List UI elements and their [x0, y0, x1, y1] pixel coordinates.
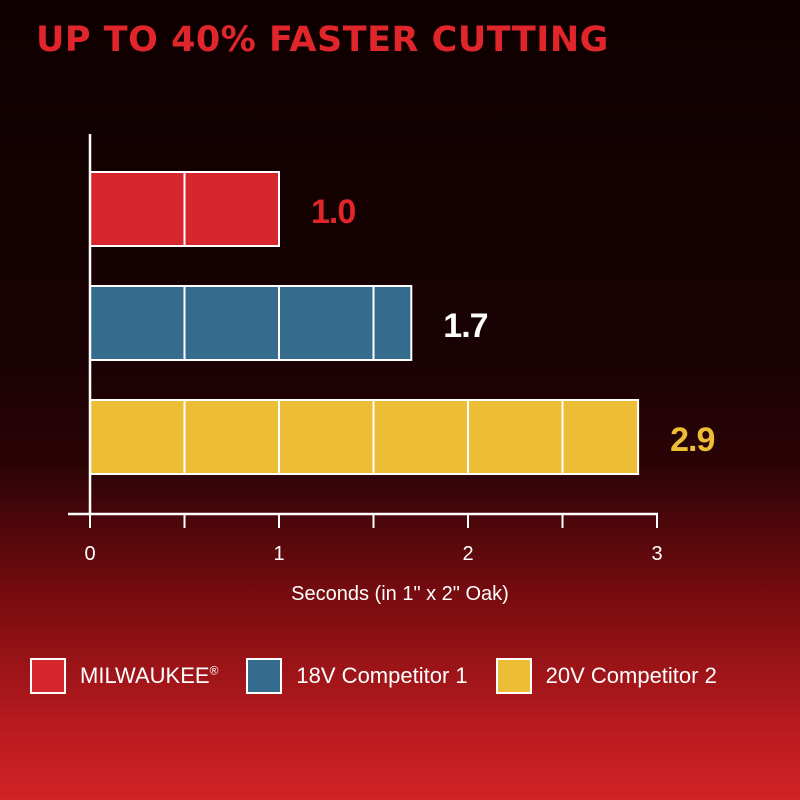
- x-tick-label: 3: [651, 543, 662, 565]
- legend-item-competitor-2: 20V Competitor 2: [495, 658, 717, 694]
- chart-title: UP TO 40% FASTER CUTTING: [36, 20, 609, 60]
- registered-mark: ®: [209, 663, 219, 678]
- legend-label-competitor-1: 18V Competitor 1: [296, 663, 468, 688]
- legend-swatch-competitor-1: [246, 658, 283, 694]
- bar-2-value-label: 1.7: [443, 307, 487, 345]
- legend-swatch-competitor-2: [495, 658, 532, 694]
- legend-item-milwaukee: MILWAUKEE®: [30, 658, 218, 694]
- legend: MILWAUKEE® 18V Competitor 1 20V Competit…: [30, 655, 745, 697]
- x-tick-label: 0: [84, 543, 95, 565]
- bar-1-value-label: 1.0: [311, 193, 355, 231]
- legend-label-competitor-2: 20V Competitor 2: [545, 663, 717, 688]
- bar-2: [89, 285, 413, 361]
- x-axis-label: Seconds (in 1" x 2" Oak): [291, 583, 509, 605]
- x-tick-label: 2: [462, 543, 473, 565]
- legend-label-milwaukee: MILWAUKEE®: [80, 663, 219, 688]
- legend-swatch-milwaukee: [30, 658, 66, 694]
- x-tick-label: 1: [273, 543, 284, 565]
- legend-item-competitor-1: 18V Competitor 1: [246, 658, 468, 694]
- bar-3: [89, 399, 640, 475]
- bar-3-value-label: 2.9: [670, 421, 714, 459]
